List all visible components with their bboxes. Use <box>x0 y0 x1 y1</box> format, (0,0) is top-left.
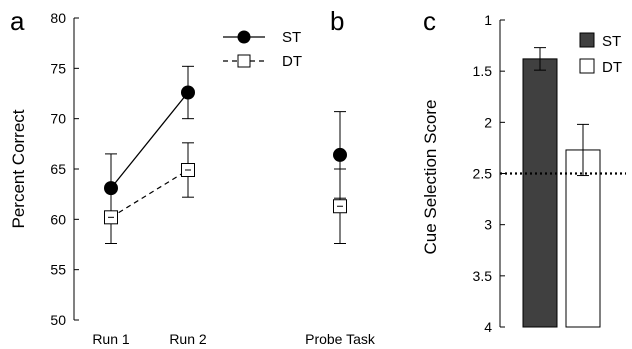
legend-c: ST DT <box>579 32 622 76</box>
marks-c <box>500 47 626 328</box>
y-ticks-ab: 50 55 60 65 70 75 80 <box>50 10 79 328</box>
y-tick-label-c: 3.5 <box>473 268 493 284</box>
y-tick-label-c: 3 <box>484 217 492 233</box>
legend-c-dt-swatch <box>579 58 595 74</box>
bar-st <box>522 58 558 328</box>
st-line <box>110 92 189 189</box>
y-tick-label-c: 4 <box>484 319 492 335</box>
legend-dt-label: DT <box>282 53 302 70</box>
bar-dt <box>565 149 601 328</box>
panel-label-c: c <box>423 6 436 36</box>
y-tick-label-a: 65 <box>50 161 66 177</box>
st-point-2 <box>181 85 195 100</box>
legend-st-marker <box>237 30 251 44</box>
legend-c-st-label: ST <box>602 33 621 50</box>
legend-c-st-swatch <box>579 32 595 48</box>
y-tick-label-a: 60 <box>50 211 66 227</box>
legend-c-dt-label: DT <box>602 59 622 76</box>
y-ticks-c: 1 1.5 2 2.5 3 3.5 4 <box>473 12 505 335</box>
x-label-probe: Probe Task <box>305 331 376 347</box>
y-tick-label-c: 2 <box>484 114 492 130</box>
y-tick-label-c: 2.5 <box>473 166 493 182</box>
legend-dt-marker <box>237 54 251 68</box>
panel-label-b: b <box>330 6 344 36</box>
st-point-1 <box>104 181 118 196</box>
legend-a: ST DT <box>223 29 302 70</box>
y-tick-label-c: 1.5 <box>473 63 493 79</box>
y-axis-title-a: Percent Correct <box>9 109 28 228</box>
y-tick-label-c: 1 <box>484 12 492 28</box>
y-tick-label-a: 55 <box>50 262 66 278</box>
st-probe-point <box>333 147 347 162</box>
y-tick-label-a: 70 <box>50 111 66 127</box>
legend-st-label: ST <box>282 29 301 46</box>
y-axis-title-c: Cue Selection Score <box>421 100 440 255</box>
x-label-run1: Run 1 <box>92 331 130 347</box>
marks-ab <box>104 65 347 244</box>
panel-label-a: a <box>10 6 25 36</box>
dt-line <box>110 169 189 218</box>
x-label-run2: Run 2 <box>169 331 207 347</box>
y-tick-label-a: 50 <box>50 312 66 328</box>
y-tick-label-a: 80 <box>50 10 66 26</box>
y-tick-label-a: 75 <box>50 60 66 76</box>
